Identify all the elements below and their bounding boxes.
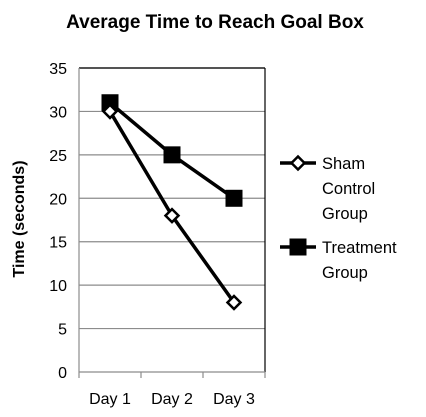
y-tick-label: 0: [58, 365, 67, 382]
legend-label-line: Sham: [322, 155, 365, 173]
axes: [78, 67, 266, 378]
legend-label-line: Group: [322, 264, 368, 282]
legend-label-line: Group: [322, 205, 368, 223]
y-tick-labels: 0 5 10 15 20 25 30 35: [49, 61, 67, 382]
legend-marker: [289, 238, 307, 256]
data-point: [225, 294, 243, 311]
legend-marker: [289, 154, 307, 172]
legend-label-line: Treatment: [322, 239, 397, 257]
y-tick-label: 30: [49, 104, 67, 121]
y-tick-label: 5: [58, 322, 67, 339]
data-point: [163, 207, 181, 224]
y-tick-label: 20: [49, 191, 67, 208]
data-point: [101, 103, 119, 120]
y-tick-label: 10: [49, 278, 67, 295]
x-tick-label: Day 1: [89, 391, 131, 408]
legend-label: Treatment Group: [322, 239, 397, 282]
data-point: [163, 146, 181, 164]
x-tick-labels: Day 1 Day 2 Day 3: [89, 391, 255, 408]
series-group: [101, 94, 243, 311]
y-tick-label: 25: [49, 148, 67, 165]
x-tick-label: Day 2: [151, 391, 193, 408]
y-axis-label: Time (seconds): [11, 160, 28, 277]
legend: Sham Control Group Treatment Group: [280, 154, 397, 282]
x-tick-label: Day 3: [213, 391, 255, 408]
series-line-0: [108, 110, 236, 304]
data-point: [225, 189, 243, 207]
legend-label: Sham Control Group: [322, 155, 375, 223]
legend-label-line: Control: [322, 180, 375, 198]
chart-title: Average Time to Reach Goal Box: [66, 12, 364, 33]
y-tick-label: 35: [49, 61, 67, 78]
y-tick-label: 15: [49, 235, 67, 252]
